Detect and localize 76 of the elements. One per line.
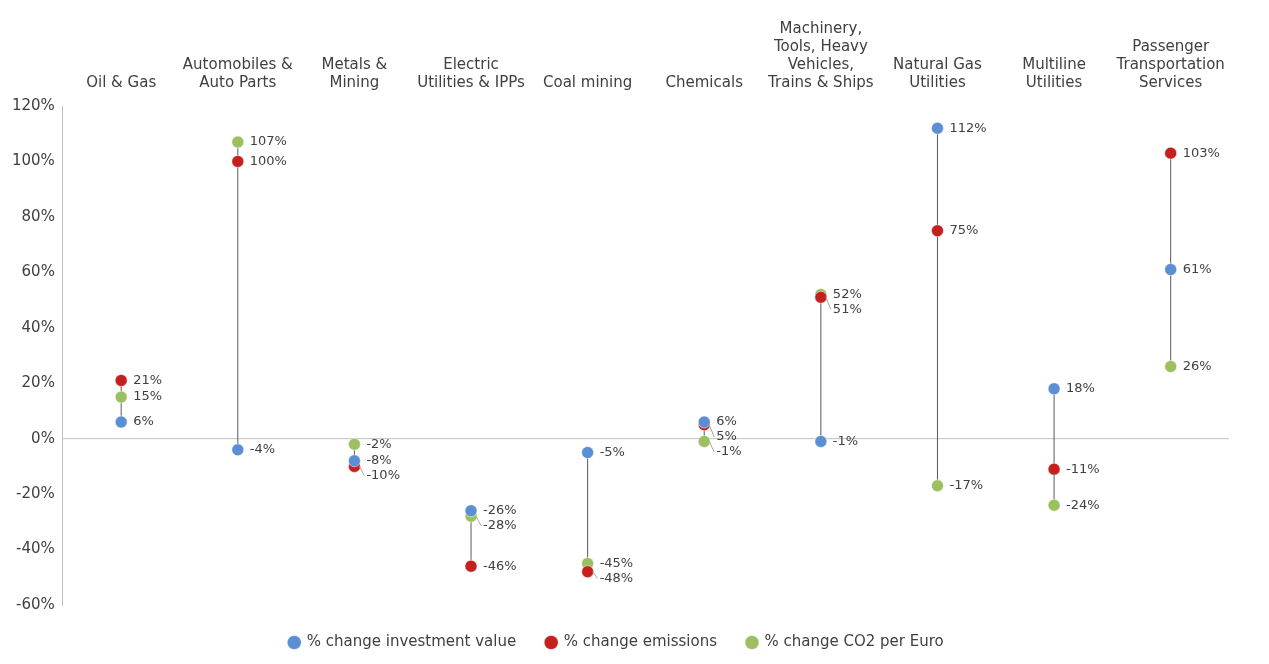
data-label: 61% (1182, 260, 1212, 276)
x-tick-label: Chemicals (665, 72, 744, 91)
data-label: -17% (949, 477, 984, 493)
y-tick-label: -20% (16, 484, 55, 502)
point (931, 479, 944, 493)
point (581, 446, 594, 459)
point (464, 504, 478, 517)
y-tick-label: 80% (21, 206, 55, 225)
data-label: -11% (1066, 460, 1100, 476)
y-tick-label: 20% (21, 373, 55, 392)
point (114, 374, 128, 387)
x-tick-label: Oil & Gas (86, 72, 157, 91)
point (814, 435, 828, 448)
y-tick-label: 60% (21, 262, 55, 281)
data-label: 26% (1182, 357, 1212, 373)
y-tick-label: 40% (21, 317, 55, 336)
data-label: -2% (366, 435, 392, 451)
data-label: -28% (483, 517, 517, 533)
point (1164, 263, 1177, 276)
data-label: -45% (599, 554, 634, 570)
point (1164, 360, 1177, 373)
point (114, 415, 128, 429)
data-label: 75% (949, 222, 979, 238)
data-label: 112% (949, 119, 987, 135)
point (581, 565, 594, 578)
y-tick-label: -40% (16, 539, 55, 558)
data-label: 6% (716, 413, 737, 429)
data-label: -10% (366, 467, 401, 483)
data-label: -1% (716, 443, 742, 459)
legend-label: % change emissions (563, 632, 718, 651)
data-label: 21% (133, 371, 163, 387)
data-label: 5% (716, 428, 737, 444)
legend-label: % change investment value (306, 632, 517, 651)
data-label: 15% (133, 388, 163, 404)
data-label: -46% (483, 557, 517, 573)
point (114, 390, 128, 404)
point (1164, 146, 1177, 160)
point (1047, 382, 1061, 396)
y-tick-label: -60% (16, 594, 55, 613)
data-label: -24% (1066, 496, 1100, 512)
data-label: 100% (249, 152, 287, 168)
x-tick-label: Electric Utilities & IPPs (417, 54, 526, 91)
data-label: 107% (249, 133, 287, 149)
x-tick-label: Automobiles & Auto Parts (182, 54, 294, 91)
data-label: 6% (133, 413, 154, 429)
point (231, 135, 245, 149)
x-tick-label: Machinery, Tools, Heavy Vehicles, Trains & Ships (767, 18, 874, 91)
data-label: 18% (1066, 380, 1095, 396)
x-tick-label: Passenger Transportation Services (1115, 36, 1225, 91)
data-label: -48% (599, 569, 634, 585)
point (1047, 498, 1061, 512)
legend-label: % change CO2 per Euro (764, 632, 944, 651)
data-label: -8% (366, 452, 392, 468)
point (231, 443, 245, 457)
y-tick-label: 0% (31, 428, 55, 447)
y-tick-label: 100% (11, 151, 55, 170)
point (231, 155, 245, 168)
data-label: 51% (832, 300, 862, 316)
point (931, 224, 944, 237)
data-label: -1% (832, 432, 859, 448)
x-tick-label: Coal mining (543, 72, 633, 91)
data-label: -26% (483, 502, 517, 518)
x-tick-label: Multiline Utilities (1022, 54, 1086, 91)
data-label: -4% (249, 441, 276, 457)
point (348, 454, 361, 468)
point (698, 435, 711, 448)
point (464, 559, 478, 573)
point (1047, 462, 1061, 476)
y-tick-label: 120% (11, 95, 55, 114)
x-tick-label: Metals & Mining (321, 54, 388, 91)
data-label: 103% (1182, 144, 1220, 160)
point (931, 121, 944, 135)
point (348, 437, 361, 451)
x-tick-label: Natural Gas Utilities (893, 54, 983, 91)
data-label: -5% (599, 443, 625, 459)
data-label: 52% (832, 285, 862, 301)
